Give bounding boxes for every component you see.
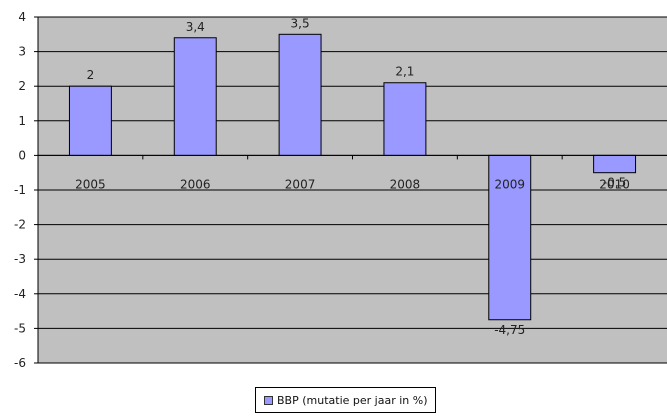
x-tick-label: 2006 bbox=[180, 177, 211, 191]
x-tick-label: 2008 bbox=[390, 177, 421, 191]
y-tick-label: -6 bbox=[14, 356, 26, 370]
y-tick-label: 3 bbox=[18, 45, 26, 59]
y-tick-label: -5 bbox=[14, 321, 26, 335]
y-tick-label: -3 bbox=[14, 252, 26, 266]
data-label: 3,4 bbox=[186, 20, 205, 34]
data-label: -4,75 bbox=[494, 323, 525, 337]
bar bbox=[68, 85, 112, 156]
y-tick-label: -1 bbox=[14, 183, 26, 197]
y-tick-label: 1 bbox=[18, 114, 26, 128]
legend-swatch bbox=[264, 395, 273, 405]
bar bbox=[278, 33, 322, 156]
x-tick-label: 2005 bbox=[75, 177, 106, 191]
x-tick-label: 2007 bbox=[285, 177, 316, 191]
data-label: -0,5 bbox=[603, 176, 626, 190]
data-label: 3,5 bbox=[291, 16, 310, 30]
bar bbox=[173, 37, 217, 156]
x-tick-label: 2010 bbox=[599, 177, 630, 191]
y-tick-label: 0 bbox=[18, 148, 26, 162]
data-label: 2 bbox=[87, 68, 95, 82]
legend: BBP (mutatie per jaar in %) bbox=[255, 387, 437, 413]
y-tick-label: 2 bbox=[18, 79, 26, 93]
bar bbox=[593, 154, 637, 174]
bar bbox=[383, 82, 427, 156]
legend-label: BBP (mutatie per jaar in %) bbox=[277, 393, 428, 407]
x-tick-label: 2009 bbox=[494, 177, 525, 191]
y-tick-label: -2 bbox=[14, 218, 26, 232]
bar bbox=[488, 154, 532, 321]
y-tick-label: 4 bbox=[18, 10, 26, 24]
data-label: 2,1 bbox=[395, 65, 414, 79]
y-tick-label: -4 bbox=[14, 287, 26, 301]
